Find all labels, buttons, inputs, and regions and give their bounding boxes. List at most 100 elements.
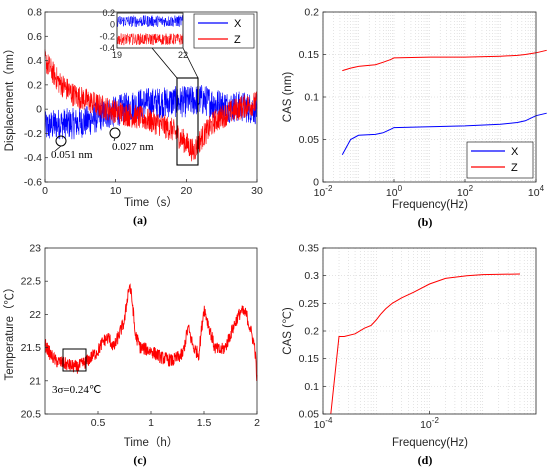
y-tick-label: 0.05 bbox=[299, 409, 320, 421]
panel-d-cas-temperature: 10-4 10-2 0.05 0.1 0.15 0.2 0.25 0.3 0.35 Freque… bbox=[282, 243, 537, 467]
y-tick-label: 21 bbox=[29, 375, 41, 387]
panel-d-xlabel: Frequency(Hz) bbox=[392, 437, 468, 449]
panel-c-series-group bbox=[44, 283, 258, 382]
x-tick-label: 30 bbox=[251, 185, 263, 197]
inset-y-tick-label: -0.4 bbox=[99, 43, 115, 53]
y-tick-label: 21.5 bbox=[21, 342, 42, 354]
panel-c-ticks: 0.5 1 1.5 2 20.5 21 21.5 22 22.5 23 bbox=[21, 243, 261, 430]
y-tick-label: 22 bbox=[29, 309, 41, 321]
inset-series bbox=[116, 15, 184, 46]
panel-a-label: (a) bbox=[133, 213, 147, 227]
y-tick-label: 0 bbox=[36, 104, 42, 116]
legend-label-z: Z bbox=[511, 162, 518, 174]
inset-x-tick-label: 19 bbox=[112, 50, 122, 60]
x-tick-label: 102 bbox=[457, 184, 474, 199]
inset-series-x bbox=[116, 15, 184, 28]
panel-a-xlabel: Time（s） bbox=[124, 196, 178, 209]
y-tick-label: -0.6 bbox=[24, 177, 42, 189]
annotation-text-1: 0.051 nm bbox=[51, 149, 93, 161]
panel-d-series-group bbox=[330, 273, 521, 415]
panel-c-label: (c) bbox=[133, 453, 146, 467]
panel-c-ylabel: Temperature（℃） bbox=[3, 281, 16, 380]
y-tick-label: 0.6 bbox=[27, 31, 42, 43]
x-tick-label: 20 bbox=[180, 185, 192, 197]
annotation-sigma: 3σ=0.24℃ bbox=[52, 384, 101, 396]
y-tick-label: 0 bbox=[313, 177, 319, 189]
panel-a-ticks: 0 10 20 30-0.6-0.4-0.200.20.40.60.8 bbox=[24, 7, 263, 198]
panel-d-label: (d) bbox=[418, 453, 433, 467]
y-tick-label: 0.4 bbox=[27, 55, 42, 67]
zoom-line-right bbox=[182, 47, 199, 79]
y-tick-label: 0.1 bbox=[304, 92, 319, 104]
x-tick-label: 2 bbox=[254, 417, 260, 429]
series-cas-line bbox=[330, 273, 521, 415]
series-z-line bbox=[44, 49, 258, 162]
panel-b-cas-displacement: 10-2 100 102 104 0 0.05 0.1 0.15 0.2 Frequency(H… bbox=[282, 7, 547, 229]
panel-a-legend-box bbox=[193, 13, 255, 49]
y-tick-label: -0.4 bbox=[24, 152, 42, 164]
panel-b-ylabel: CAS (nm) bbox=[282, 72, 294, 123]
x-tick-label: 10-4 bbox=[314, 416, 333, 431]
panel-a-series-group bbox=[44, 49, 258, 162]
panel-b-ticks: 10-2 100 102 104 0 0.05 0.1 0.15 0.2 bbox=[299, 7, 545, 200]
x-tick-label: 100 bbox=[386, 184, 403, 199]
legend-label-x: X bbox=[234, 18, 242, 30]
y-tick-label: 0.15 bbox=[299, 353, 320, 365]
panel-b-xlabel: Frequency(Hz) bbox=[392, 199, 468, 211]
inset-frame bbox=[116, 12, 184, 49]
panel-b-legend: X Z bbox=[466, 141, 534, 179]
y-tick-label: 0.35 bbox=[299, 243, 320, 255]
x-tick-label: 10 bbox=[110, 185, 122, 197]
annotation-leader-2 bbox=[113, 137, 116, 142]
panel-a-annotations: 0.051 nm 0.027 nm bbox=[51, 47, 199, 166]
inset-y-tick-label: 0 bbox=[110, 20, 115, 30]
panel-d-ylabel: CAS (℃) bbox=[282, 307, 294, 355]
panel-a-inset: 0.2 0-0.2 -0.419 22 bbox=[99, 8, 188, 60]
y-tick-label: 0.3 bbox=[304, 270, 319, 282]
y-tick-label: 0.8 bbox=[27, 7, 42, 19]
panel-a-axes-frame bbox=[44, 11, 258, 183]
panel-c-xlabel: Time（h） bbox=[124, 436, 179, 449]
y-tick-label: 0.25 bbox=[299, 298, 320, 310]
inset-ticks: 0.2 0-0.2 -0.419 22 bbox=[99, 8, 188, 60]
series-x-line bbox=[341, 112, 547, 156]
x-tick-label: 104 bbox=[528, 184, 545, 199]
y-tick-label: 0.05 bbox=[299, 134, 320, 146]
panel-d-ticks: 10-4 10-2 0.05 0.1 0.15 0.2 0.25 0.3 0.35 bbox=[299, 243, 440, 432]
x-tick-label: 1 bbox=[148, 417, 154, 429]
x-tick-label: 10-2 bbox=[314, 184, 333, 199]
panel-d-grid bbox=[322, 247, 536, 415]
y-tick-label: 22.5 bbox=[21, 276, 42, 288]
y-tick-label: 0.1 bbox=[304, 381, 319, 393]
inset-y-tick-label: 0.2 bbox=[102, 8, 115, 18]
inset-series-z bbox=[116, 33, 184, 46]
legend-label-z: Z bbox=[234, 34, 241, 46]
x-tick-label: 0 bbox=[42, 185, 48, 197]
panel-b-legend-box bbox=[466, 141, 534, 179]
series-temperature-line bbox=[44, 283, 258, 382]
x-tick-label: 0.5 bbox=[91, 417, 106, 429]
annotation-circle-2 bbox=[109, 127, 121, 139]
y-tick-label: 0.2 bbox=[27, 79, 42, 91]
y-tick-label: 0.2 bbox=[304, 7, 319, 19]
zoom-box bbox=[176, 77, 199, 166]
y-tick-label: 20.5 bbox=[21, 409, 42, 421]
zoom-line-left bbox=[151, 47, 178, 79]
panel-a-ylabel: Displacement（nm） bbox=[3, 43, 16, 152]
y-tick-label: -0.2 bbox=[24, 128, 42, 140]
x-tick-label: 1.5 bbox=[197, 417, 212, 429]
y-tick-label: 0.2 bbox=[304, 326, 319, 338]
panel-a-legend: X Z bbox=[193, 13, 255, 49]
annotation-circle-1 bbox=[55, 135, 67, 147]
inset-x-tick-label: 22 bbox=[178, 50, 188, 60]
x-tick-label: 10-2 bbox=[420, 416, 439, 431]
panel-a-displacement: 0 10 20 30-0.6-0.4-0.200.20.40.60.8 Time（s）… bbox=[3, 7, 263, 228]
legend-label-x: X bbox=[511, 146, 519, 158]
annotation-text-2: 0.027 nm bbox=[112, 141, 154, 153]
series-z-line bbox=[342, 49, 547, 72]
panel-b-series-group bbox=[341, 49, 547, 156]
sigma-box bbox=[62, 348, 87, 372]
panel-c-temperature: 0.5 1 1.5 2 20.5 21 21.5 22 22.5 23 Time（h） Tempe… bbox=[3, 243, 260, 468]
inset-y-tick-label: -0.2 bbox=[99, 31, 115, 41]
